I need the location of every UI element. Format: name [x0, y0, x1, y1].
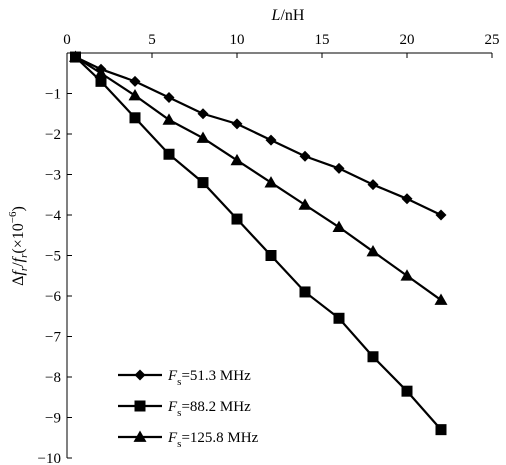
data-point-diamond — [231, 118, 243, 130]
y-tick-label: −2 — [45, 127, 61, 143]
data-point-triangle — [366, 244, 380, 257]
data-point-diamond — [435, 209, 447, 221]
data-point-square — [231, 213, 243, 225]
data-point-triangle — [264, 176, 278, 188]
legend-label-sub: s — [177, 438, 181, 450]
y-axis-title-delta: Δ — [10, 276, 27, 286]
y-tick-label: −9 — [45, 411, 61, 427]
x-axis-title: L/nH — [271, 7, 305, 24]
series-line — [74, 56, 442, 431]
legend-label-sub: s — [177, 407, 181, 419]
y-tick-label: −7 — [45, 330, 61, 346]
x-tick-label: 0 — [63, 32, 71, 48]
legend-label: Fs=125.8 MHz — [167, 430, 259, 450]
legend-label: Fs=51.3 MHz — [167, 368, 251, 388]
data-point-square — [333, 312, 345, 324]
y-tick-label: −3 — [45, 168, 61, 184]
legend-label-value: =88.2 MHz — [181, 399, 251, 415]
y-tick-label: −1 — [45, 87, 61, 103]
y-axis-title-sub1: r — [18, 266, 30, 271]
y-axis-title: Δfr/fr(×10−6) — [7, 206, 30, 286]
data-point-diamond — [401, 193, 413, 205]
y-tick-label: −8 — [45, 370, 61, 386]
data-point-diamond — [163, 92, 175, 104]
data-point-triangle — [434, 293, 448, 305]
legend-entry: Fs=51.3 MHz — [118, 368, 251, 388]
ticks: 0 5 10 15 20 25 −1 −2 −3 −4 −5 −6 −7 −8 −9 −10 — [38, 32, 500, 465]
data-point-square — [299, 286, 311, 298]
x-tick-label: 15 — [315, 32, 330, 48]
data-point-triangle — [400, 269, 414, 281]
y-axis-title-slash: / — [10, 262, 27, 267]
data-point-triangle — [332, 220, 346, 233]
data-point-square — [95, 75, 107, 87]
legend-entry: Fs=88.2 MHz — [118, 399, 251, 419]
series — [69, 50, 448, 436]
x-axis-title-unit: /nH — [280, 7, 304, 24]
legend-label-var: F — [167, 368, 178, 384]
legend-marker-triangle — [133, 430, 147, 442]
y-axis-title-close: ) — [10, 206, 27, 211]
x-tick-label: 25 — [485, 32, 500, 48]
x-tick-label: 10 — [230, 32, 245, 48]
series-triangle — [69, 50, 448, 305]
data-point-triangle — [162, 113, 176, 125]
legend-marker-square — [134, 400, 146, 412]
legend-label-value: =51.3 MHz — [181, 368, 251, 384]
y-axis-title-f2: f — [10, 255, 27, 262]
data-point-square — [197, 177, 209, 189]
data-point-triangle — [230, 153, 244, 166]
data-point-triangle — [298, 198, 312, 210]
legend-label-sub: s — [177, 376, 181, 388]
x-tick-label: 5 — [148, 32, 156, 48]
data-point-diamond — [333, 162, 345, 174]
data-point-diamond — [129, 75, 141, 87]
legend-label: Fs=88.2 MHz — [167, 399, 251, 419]
x-tick-label: 20 — [400, 32, 415, 48]
data-point-square — [265, 250, 277, 261]
x-axis-title-var: L — [271, 7, 281, 24]
data-point-square — [163, 148, 175, 160]
data-point-square — [435, 424, 447, 436]
y-tick-label: −10 — [38, 451, 61, 465]
series-diamond — [70, 51, 447, 221]
legend-marker-diamond — [134, 369, 146, 381]
data-point-triangle — [196, 131, 210, 143]
legend-label-var: F — [167, 430, 178, 446]
data-point-square — [129, 112, 141, 124]
series-line — [74, 56, 442, 301]
data-point-triangle — [69, 50, 82, 62]
legend-label-var: F — [167, 399, 178, 415]
series-square — [70, 51, 447, 436]
y-tick-label: −4 — [45, 208, 61, 224]
data-point-diamond — [299, 150, 311, 162]
data-point-square — [367, 351, 379, 363]
y-axis-title-f1: f — [10, 269, 27, 276]
y-axis-title-open: (×10 — [10, 223, 27, 253]
data-point-diamond — [265, 134, 277, 146]
data-point-diamond — [197, 108, 209, 120]
y-axis-title-sub2: r — [18, 253, 30, 258]
legend-label-value: =125.8 MHz — [181, 430, 258, 446]
data-point-square — [401, 385, 413, 397]
data-point-triangle — [128, 89, 142, 101]
y-axis-title-exponent: −6 — [7, 211, 19, 223]
data-point-triangle — [94, 66, 108, 79]
y-tick-label: −6 — [45, 289, 61, 305]
series-line — [75, 56, 442, 216]
legend-entry: Fs=125.8 MHz — [118, 430, 259, 450]
data-point-diamond — [367, 179, 379, 191]
y-tick-label: −5 — [45, 249, 61, 265]
